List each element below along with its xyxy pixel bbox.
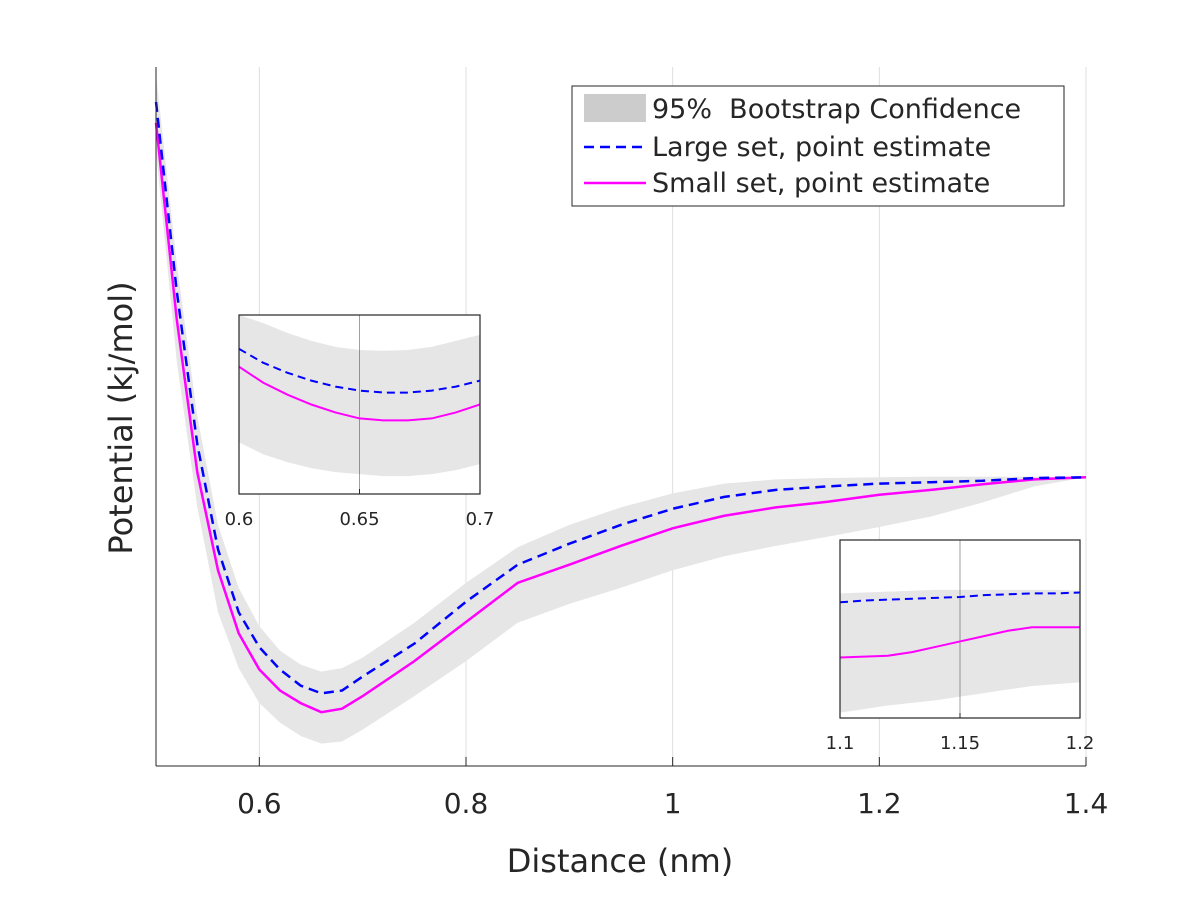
legend-band-swatch [584, 94, 646, 122]
inset-left-plot-area [239, 315, 480, 494]
inset-right-plot-area [840, 540, 1080, 718]
main-axes: 0.6 0.8 1 1.2 1.4 [155, 67, 1109, 820]
x-tick-label-2: 1 [664, 787, 682, 820]
inset-left-tick-label-1: 0.65 [339, 509, 379, 530]
x-tick-label-4: 1.4 [1064, 787, 1109, 820]
inset-right-large-line [840, 591, 1080, 604]
series-large-line [154, 101, 1087, 695]
legend-small-label: Small set, point estimate [652, 168, 990, 199]
inset-left-tick-label-0: 0.6 [225, 509, 254, 530]
inset-left-tick-label-2: 0.7 [466, 509, 495, 530]
x-tick-label-1: 0.8 [444, 787, 489, 820]
inset-right-tick-label-2: 1.2 [1066, 733, 1095, 754]
inset-left-small-line [239, 365, 480, 422]
legend-box [571, 85, 1065, 207]
inset-right-zoom: 1.1 1.15 1.2 [826, 539, 1095, 754]
legend: 95% Bootstrap Confidence Large set, poin… [571, 85, 1065, 207]
x-tick-label-0: 0.6 [237, 787, 282, 820]
inset-right-small-line [840, 626, 1080, 659]
inset-left-large-line [239, 347, 480, 394]
inset-left-zoom: 0.6 0.65 0.7 [225, 314, 495, 530]
x-tick-label-3: 1.2 [857, 787, 902, 820]
x-axis-label: Distance (nm) [507, 842, 734, 880]
inset-right-tick-label-0: 1.1 [826, 733, 855, 754]
confidence-band [156, 73, 1086, 744]
inset-right-tick-label-1: 1.15 [940, 733, 980, 754]
legend-large-label: Large set, point estimate [652, 132, 991, 163]
legend-band-label: 95% Bootstrap Confidence [652, 94, 1021, 125]
y-axis-label: Potential (kj/mol) [102, 281, 140, 554]
series-small-line [154, 122, 1087, 714]
